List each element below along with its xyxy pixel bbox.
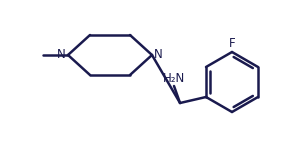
Text: H₂N: H₂N [163,72,185,85]
Text: N: N [154,48,163,62]
Text: F: F [229,37,235,50]
Text: N: N [57,48,66,62]
